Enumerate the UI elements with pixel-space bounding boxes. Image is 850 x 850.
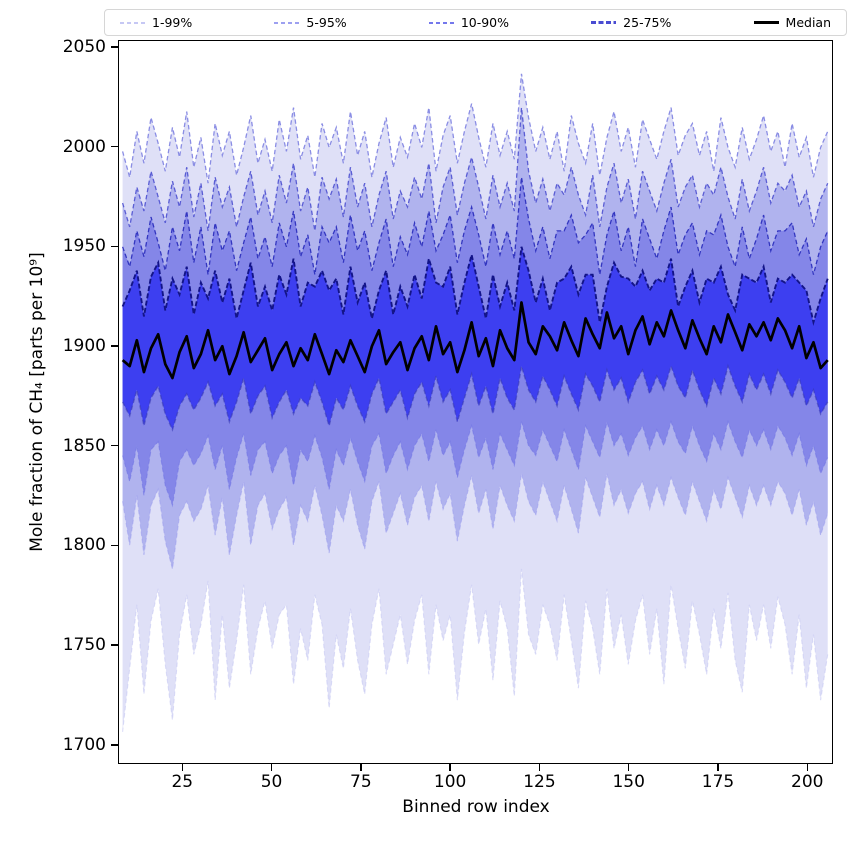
x-tick-label-200: 200 <box>791 772 824 792</box>
x-tick-75 <box>360 764 362 771</box>
y-axis-title: Mole fraction of CH₄ [parts per 10⁹] <box>27 252 47 552</box>
dashed-line-swatch-1-99 <box>120 21 145 24</box>
x-tick-label-150: 150 <box>612 772 645 792</box>
y-tick-label-2000: 2000 <box>62 136 106 157</box>
x-tick-label-50: 50 <box>260 772 283 792</box>
edge-p5 <box>122 473 829 570</box>
y-tick-label-1750: 1750 <box>62 635 106 656</box>
x-tick-label-100: 100 <box>433 772 467 792</box>
legend-item-10-90: 10-90% <box>428 15 510 30</box>
legend-item-1-99: 1-99% <box>120 15 192 30</box>
legend-label-25-75: 25-75% <box>623 15 672 30</box>
edge-p99 <box>121 73 829 184</box>
edge-p75 <box>121 246 829 327</box>
y-tick-label-1850: 1850 <box>62 435 106 456</box>
y-tick-2000 <box>111 145 118 148</box>
x-axis-title: Binned row index <box>402 797 550 817</box>
x-tick-175 <box>717 764 719 771</box>
y-tick-1750 <box>111 644 118 646</box>
legend-label-5-95: 5-95% <box>306 15 347 30</box>
y-tick-1850 <box>111 445 118 447</box>
x-tick-label-175: 175 <box>701 772 735 792</box>
edge-p1 <box>122 568 829 733</box>
dashed-line-swatch-5-95 <box>274 21 300 24</box>
y-tick-label-1800: 1800 <box>62 535 106 556</box>
legend: 1-99% 5-95% 10-90% 25-75% Median <box>104 9 847 36</box>
y-tick-label-2050: 2050 <box>62 36 106 57</box>
edge-p90 <box>121 177 829 275</box>
y-tick-1800 <box>111 544 118 547</box>
legend-label-median: Median <box>785 15 831 30</box>
y-tick-2050 <box>111 46 118 48</box>
x-tick-150 <box>628 764 630 771</box>
y-tick-1700 <box>111 744 118 746</box>
legend-item-25-75: 25-75% <box>591 15 671 30</box>
legend-item-5-95: 5-95% <box>274 15 347 30</box>
x-tick-125 <box>538 764 541 771</box>
dashed-line-swatch-25-75 <box>591 21 617 24</box>
edge-p10 <box>122 419 829 508</box>
x-tick-200 <box>806 764 808 771</box>
percentile-fan-chart <box>121 73 829 733</box>
y-tick-label-1900: 1900 <box>62 336 106 357</box>
y-tick-1900 <box>111 345 118 347</box>
legend-item-median: Median <box>753 15 831 30</box>
y-tick-1950 <box>111 245 118 248</box>
y-tick-label-1950: 1950 <box>62 236 106 257</box>
x-tick-label-25: 25 <box>171 772 194 792</box>
x-tick-25 <box>181 764 183 771</box>
dashed-line-swatch-10-90 <box>428 21 454 24</box>
x-tick-100 <box>449 764 451 771</box>
legend-label-10-90: 10-90% <box>460 15 510 30</box>
solid-line-swatch-median <box>753 21 779 24</box>
x-tick-label-125: 125 <box>523 772 556 792</box>
median-line <box>121 301 829 380</box>
x-tick-label-75: 75 <box>350 772 372 792</box>
y-tick-label-1700: 1700 <box>62 734 106 755</box>
x-tick-50 <box>270 764 273 771</box>
legend-label-1-99: 1-99% <box>152 15 193 30</box>
plot-area <box>118 40 833 764</box>
